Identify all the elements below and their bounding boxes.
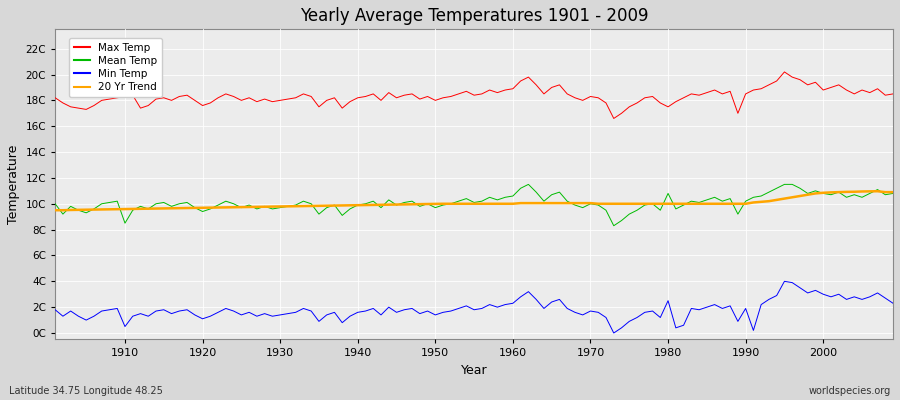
Text: worldspecies.org: worldspecies.org [809,386,891,396]
Text: Latitude 34.75 Longitude 48.25: Latitude 34.75 Longitude 48.25 [9,386,163,396]
Title: Yearly Average Temperatures 1901 - 2009: Yearly Average Temperatures 1901 - 2009 [300,7,648,25]
X-axis label: Year: Year [461,364,488,377]
Legend: Max Temp, Mean Temp, Min Temp, 20 Yr Trend: Max Temp, Mean Temp, Min Temp, 20 Yr Tre… [68,38,162,97]
Y-axis label: Temperature: Temperature [7,145,20,224]
